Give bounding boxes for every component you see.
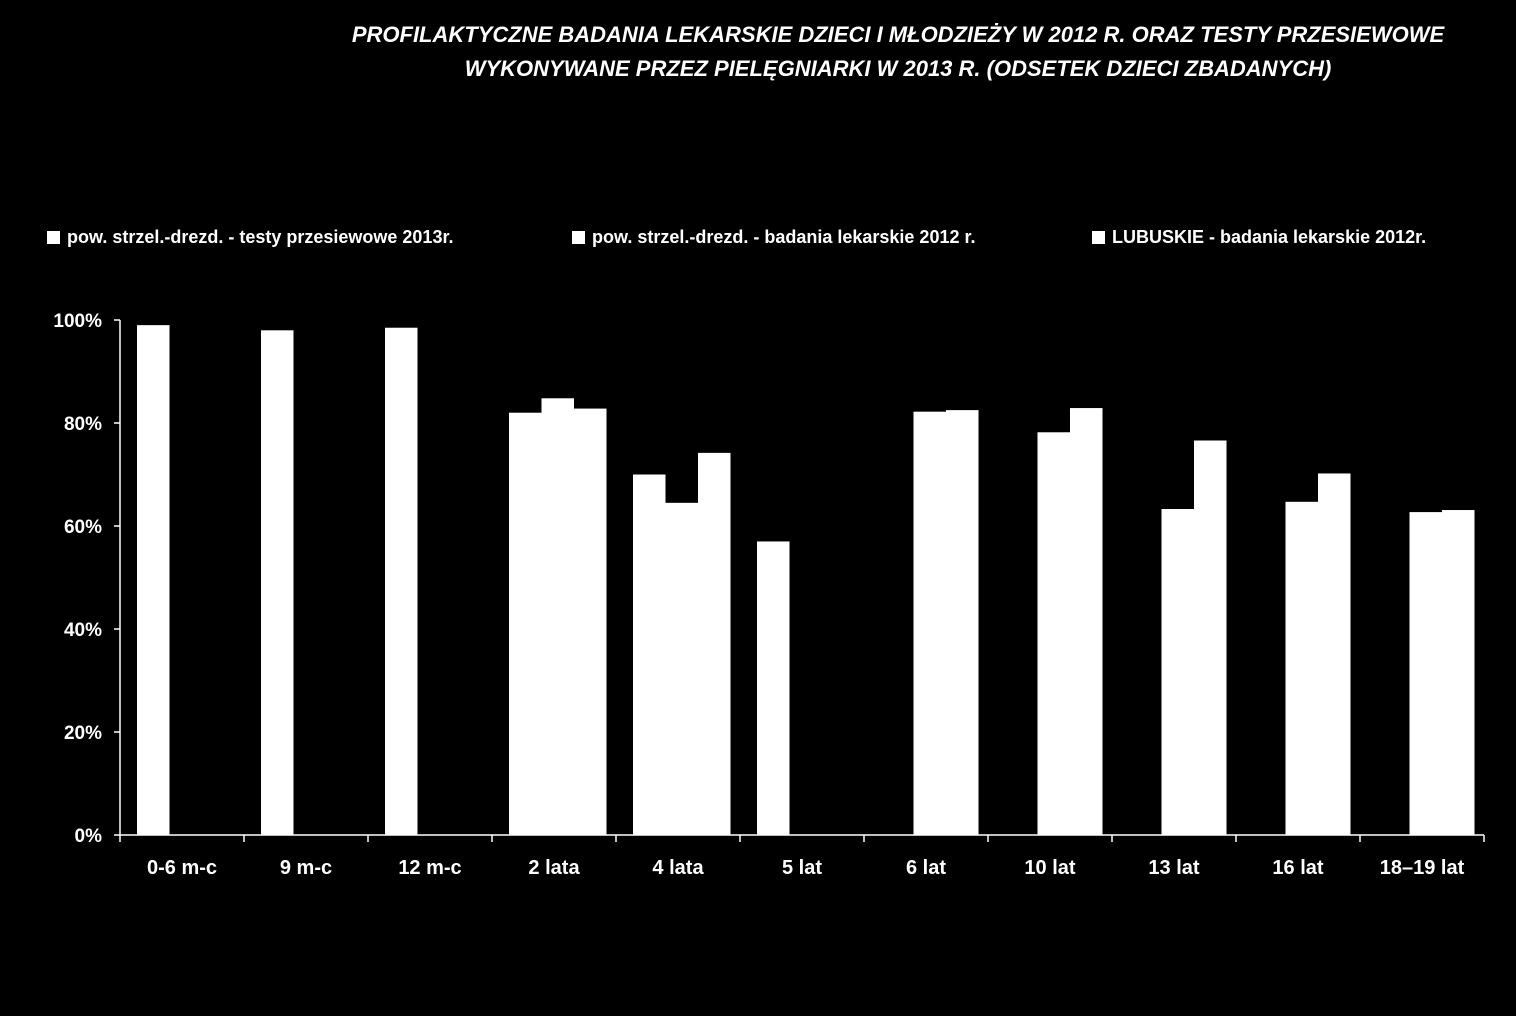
legend-swatch-county-2012	[572, 230, 585, 244]
x-tick-label-8: 13 lat	[1148, 857, 1199, 879]
y-tick-label-1: 20%	[64, 723, 102, 744]
x-tick-label-10: 18–19 lat	[1380, 857, 1465, 879]
bar-series-2-7	[1037, 432, 1070, 835]
bar-series-2-4	[665, 502, 698, 835]
bar-series-1-2	[385, 327, 418, 835]
y-tick-label-2: 40%	[64, 620, 102, 641]
bar-series-3-9	[1318, 473, 1351, 835]
x-tick-label-5: 5 lat	[782, 857, 822, 879]
x-tick-label-7: 10 lat	[1024, 857, 1075, 879]
bar-series-3-10	[1442, 510, 1475, 835]
legend-label-county-2012: pow. strzel.-drezd. - badania lekarskie …	[592, 227, 976, 247]
legend-swatch-lubuskie-2012	[1092, 230, 1105, 244]
x-tick-label-4: 4 lata	[652, 857, 704, 879]
bar-series-2-9	[1285, 501, 1318, 835]
bar-series-3-8	[1194, 440, 1227, 835]
legend-item-screening-2013: pow. strzel.-drezd. - testy przesiewowe …	[47, 224, 453, 250]
legend-item-county-2012: pow. strzel.-drezd. - badania lekarskie …	[572, 224, 976, 250]
bar-series-2-3	[541, 398, 574, 835]
x-tick-label-0: 0-6 m-c	[147, 857, 217, 879]
y-tick-label-5: 100%	[53, 311, 102, 332]
y-tick-label-0: 0%	[75, 826, 103, 847]
bar-series-3-4	[698, 452, 731, 835]
bar-series-1-4	[633, 474, 666, 835]
bar-series-2-10	[1409, 512, 1442, 835]
chart-title: PROFILAKTYCZNE BADANIA LEKARSKIE DZIECI …	[290, 18, 1506, 86]
y-tick-label-3: 60%	[64, 517, 102, 538]
x-tick-label-3: 2 lata	[528, 857, 580, 879]
legend-swatch-screening-2013	[47, 230, 60, 244]
bar-series-2-6	[913, 411, 946, 835]
x-tick-label-9: 16 lat	[1272, 857, 1323, 879]
legend-label-screening-2013: pow. strzel.-drezd. - testy przesiewowe …	[67, 227, 454, 247]
x-tick-label-6: 6 lat	[906, 857, 946, 879]
bar-series-1-5	[757, 541, 790, 835]
chart-title-line-1: PROFILAKTYCZNE BADANIA LEKARSKIE DZIECI …	[351, 22, 1445, 47]
bar-series-1-3	[509, 412, 542, 835]
x-tick-label-1: 9 m-c	[280, 857, 332, 879]
bar-series-1-1	[261, 330, 294, 835]
bar-series-1-0	[137, 325, 170, 835]
bar-series-3-7	[1070, 408, 1103, 835]
y-tick-label-4: 80%	[64, 414, 102, 435]
legend-label-lubuskie-2012: LUBUSKIE - badania lekarskie 2012r.	[1112, 227, 1427, 247]
bar-series-3-3	[574, 408, 607, 835]
legend-item-lubuskie-2012: LUBUSKIE - badania lekarskie 2012r.	[1092, 224, 1426, 250]
x-tick-label-2: 12 m-c	[398, 857, 461, 879]
bar-series-2-8	[1161, 509, 1194, 835]
bar-series-3-6	[946, 410, 979, 836]
chart-title-line-2: WYKONYWANE PRZEZ PIELĘGNIARKI W 2013 R. …	[464, 56, 1332, 81]
chart-legend: pow. strzel.-drezd. - testy przesiewowe …	[0, 224, 1516, 250]
